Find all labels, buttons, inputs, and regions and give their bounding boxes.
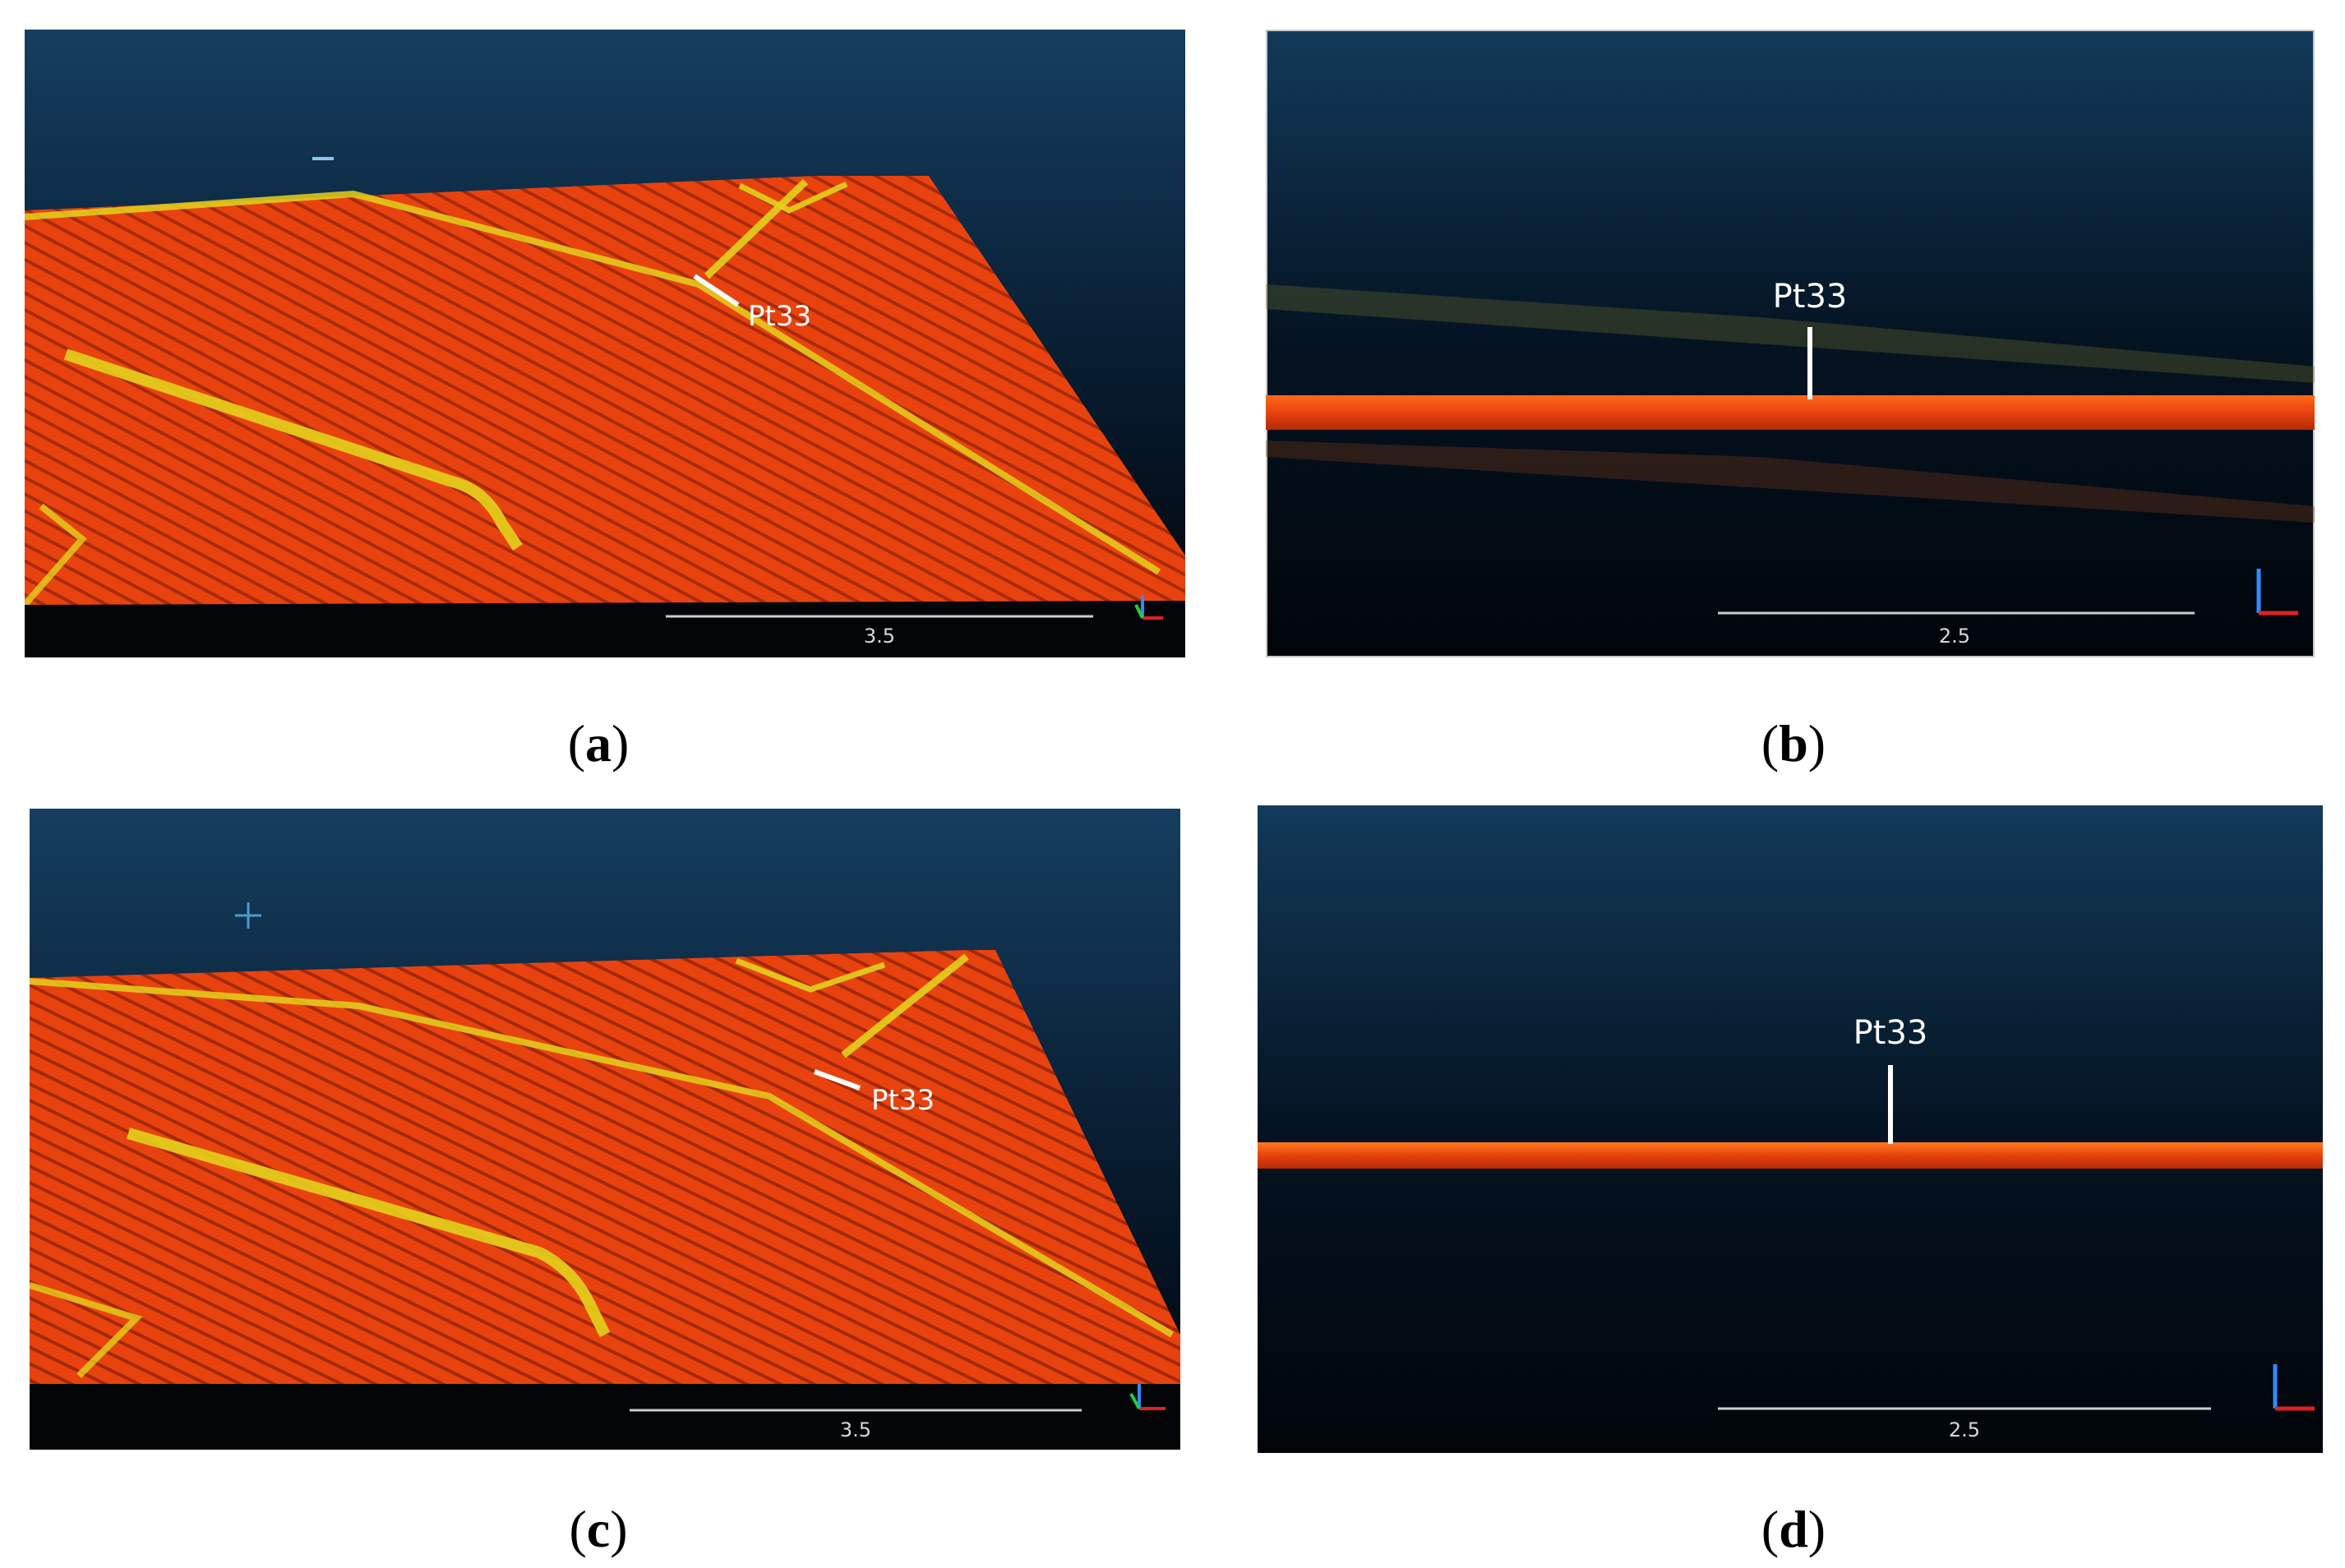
scale-bar-label: 3.5 bbox=[840, 1418, 871, 1441]
sky-background bbox=[1266, 30, 2315, 657]
edge-line bbox=[127, 1128, 611, 1338]
axis-gizmo-icon bbox=[1129, 1384, 1166, 1410]
point-label: Pt33 bbox=[748, 300, 811, 333]
point-label: Pt33 bbox=[1853, 1014, 1928, 1052]
scale-bar-label: 3.5 bbox=[864, 625, 895, 648]
edge-line bbox=[63, 348, 523, 551]
caption-c: (c) bbox=[569, 1500, 628, 1558]
caption-a: (a) bbox=[567, 714, 630, 772]
point-label: Pt33 bbox=[1773, 278, 1848, 316]
panel-a-viewport[interactable]: Pt33 3.5 bbox=[25, 30, 1185, 657]
point-label: Pt33 bbox=[871, 1084, 935, 1117]
panel-b-viewport[interactable]: Pt33 2.5 bbox=[1266, 30, 2315, 657]
axis-gizmo-icon bbox=[1134, 595, 1163, 620]
edge-line bbox=[704, 178, 809, 279]
edge-line bbox=[738, 181, 848, 214]
crosshair-icon bbox=[312, 157, 334, 160]
scatter-band bbox=[1266, 284, 2315, 383]
caption-b: (b) bbox=[1761, 714, 1826, 772]
point-marker-line bbox=[693, 274, 740, 307]
crosshair-icon bbox=[235, 902, 261, 929]
edge-line bbox=[30, 978, 1175, 1338]
edge-line bbox=[30, 1282, 143, 1378]
panel-d-viewport[interactable]: Pt33 2.5 bbox=[1258, 805, 2323, 1453]
edge-line bbox=[25, 190, 1161, 575]
point-cloud-surface bbox=[30, 950, 1180, 1384]
point-marker-line bbox=[813, 1069, 861, 1091]
ground-shadow bbox=[25, 605, 1185, 657]
point-cloud-surface-profile bbox=[1266, 395, 2315, 430]
scale-bar-label: 2.5 bbox=[1949, 1418, 1980, 1441]
edge-line bbox=[841, 953, 969, 1058]
axis-gizmo-icon bbox=[2273, 1364, 2315, 1411]
scatter-band bbox=[1266, 440, 2315, 523]
sky-background bbox=[1258, 805, 2323, 1453]
point-cloud-surface bbox=[25, 176, 1185, 605]
edge-line bbox=[735, 957, 886, 993]
axis-gizmo-icon bbox=[2256, 569, 2298, 616]
point-cloud-surface-profile bbox=[1258, 1142, 2323, 1169]
panel-c-viewport[interactable]: Pt33 3.5 bbox=[30, 809, 1180, 1450]
edge-line bbox=[25, 503, 87, 607]
ground-shadow bbox=[30, 1384, 1180, 1450]
caption-d: (d) bbox=[1761, 1500, 1826, 1558]
scale-bar-label: 2.5 bbox=[1939, 625, 1970, 648]
